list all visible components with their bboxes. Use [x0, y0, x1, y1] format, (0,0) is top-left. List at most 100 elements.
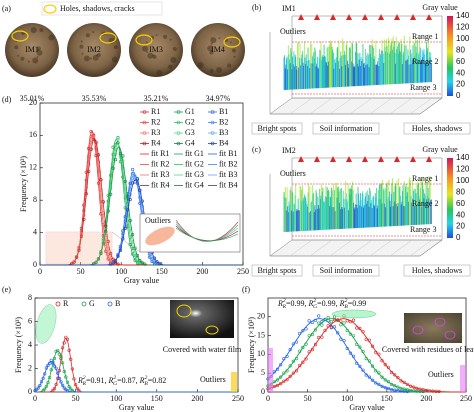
image-ratio: 35.01% [20, 94, 45, 103]
soil-grain [113, 45, 118, 50]
r2-sub: G [113, 381, 117, 387]
legend-label: fit R2 [151, 159, 169, 168]
outlier-spike [378, 14, 384, 20]
r2-symbol: R [77, 376, 83, 385]
soil-grain [216, 66, 223, 73]
soil-grain [96, 52, 101, 57]
soil-grain [27, 60, 30, 63]
zoom-line [111, 231, 141, 253]
legend-marker [176, 110, 181, 114]
data-point [116, 137, 120, 142]
data-point [342, 321, 346, 325]
soil-photo [129, 23, 183, 77]
grid-line [269, 97, 293, 115]
y-tick-label: 6 [28, 316, 32, 325]
r2-text: R2 R=0.99, R2 G=0.99, R2 B=0.99 [277, 298, 366, 310]
legend-label: R4 [151, 138, 160, 147]
y-tick-label: 5 [261, 368, 265, 377]
soil-grain [111, 56, 118, 63]
x-tick-label: 100 [115, 267, 127, 276]
colorbar-title: Gray value [422, 145, 458, 154]
note: Holes, shadows, cracks [60, 4, 135, 13]
marker-ellipse [43, 4, 57, 14]
legend-marker [176, 131, 181, 135]
data-point [56, 348, 60, 353]
legend-label: fit R1 [151, 149, 169, 158]
data-point [288, 374, 292, 378]
inset-photo [404, 313, 462, 343]
annotation: Holes, shadows [412, 266, 462, 275]
data-point [329, 319, 333, 324]
legend-marker [210, 131, 215, 135]
soil-grain [80, 40, 83, 43]
legend-label: fit B2 [219, 159, 237, 168]
data-point [291, 371, 295, 375]
soil-photo [67, 23, 121, 77]
image-name: IM4 [211, 45, 225, 54]
r2-value: =0.99, [286, 299, 309, 308]
grid-line [329, 239, 353, 257]
soil-grain [142, 45, 149, 52]
colorbar [447, 158, 453, 238]
y-tick-label: 16 [29, 130, 37, 139]
grid-line [289, 239, 313, 257]
legend-label: G2 [185, 117, 195, 126]
r2-power: 2 [83, 375, 86, 381]
r2-symbol: R [339, 299, 345, 308]
soil-grain [48, 34, 55, 41]
data-point [116, 136, 120, 140]
data-point [288, 364, 292, 368]
inset-photo [170, 300, 234, 338]
data-point [51, 360, 55, 365]
colorbar-tick: 100 [456, 176, 470, 185]
soil-grain [210, 37, 217, 44]
annotation: Range 2 [412, 199, 438, 208]
data-point [370, 364, 375, 368]
y-axis-label: Frequency (×10³) [14, 317, 23, 373]
colorbar-tick: 140 [456, 153, 470, 162]
legend-label: G [89, 299, 95, 308]
legend-marker [176, 141, 181, 146]
plot-frame [267, 297, 467, 393]
annotation-box [251, 264, 303, 277]
grid-line [309, 97, 333, 115]
y-tick-label: 0 [261, 387, 265, 396]
data-point [43, 387, 47, 391]
data-point [75, 386, 79, 390]
image-name: IM2 [282, 146, 296, 155]
data-point [279, 363, 283, 367]
x-tick-label: 150 [381, 394, 393, 403]
legend-label: fit B1 [219, 149, 237, 158]
outlier-band [231, 372, 237, 392]
marker-ellipse [135, 34, 153, 46]
colorbar-tick: 80 [456, 187, 465, 196]
soil-grain [152, 54, 157, 59]
x-tick-label: 200 [196, 267, 208, 276]
panel-label: (e) [2, 285, 11, 294]
x-tick-label: 200 [420, 394, 432, 403]
soil-grain [36, 46, 41, 51]
data-point [355, 326, 359, 330]
x-axis-label: Gray value [349, 403, 385, 412]
grid-line [369, 97, 393, 115]
soil-grain [146, 51, 149, 54]
legend-marker [142, 131, 147, 135]
fit-curve [34, 360, 238, 393]
data-point [301, 345, 305, 350]
inset-highlight [145, 226, 175, 246]
grid-line [409, 239, 433, 257]
legend-marker [142, 120, 147, 125]
x-axis-label: Gray value [119, 403, 155, 412]
annotation-box [312, 122, 380, 135]
soil-grain [83, 55, 90, 62]
data-point [91, 134, 96, 138]
data-point [94, 260, 98, 264]
grid-line [289, 97, 313, 115]
data-point [121, 154, 125, 158]
colorbar-tick: 80 [456, 45, 465, 54]
legend-marker [107, 301, 113, 307]
soil-grain [92, 31, 95, 34]
soil-grain [92, 54, 99, 61]
x-tick-label: 100 [341, 394, 353, 403]
